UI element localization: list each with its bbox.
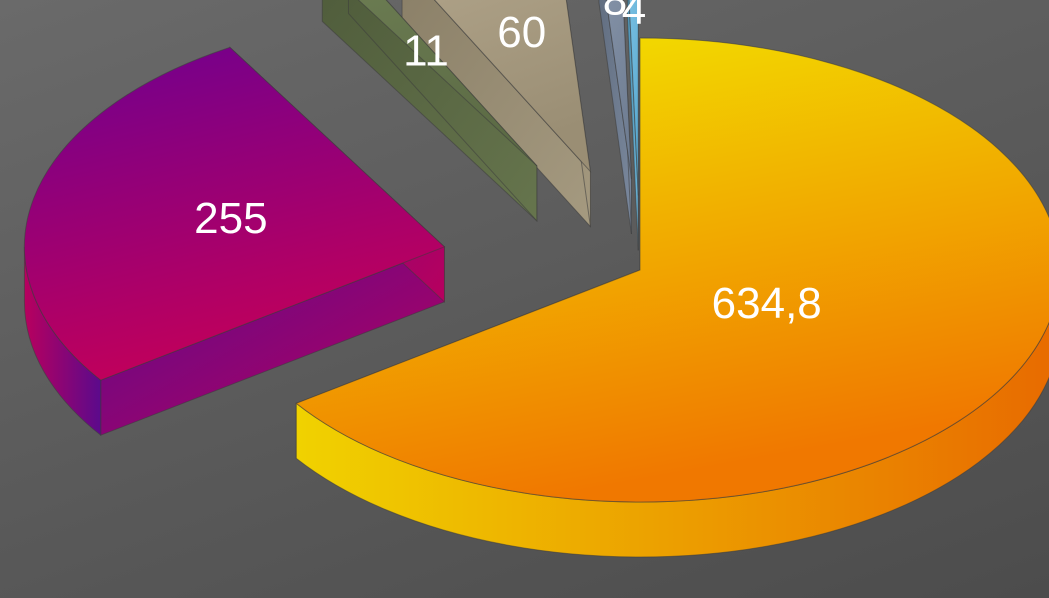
pie-slice-6: [626, 0, 639, 251]
pie-slice-5: [598, 0, 632, 235]
slice-label-5: 8: [603, 0, 627, 25]
slices-layer: [23, 0, 1049, 558]
pie-slice-3: [321, 0, 538, 223]
labels-layer: 634,8 255 11 60 84: [194, 0, 822, 328]
pie-slice-2: [23, 46, 446, 437]
slice-label-3: 11: [403, 26, 449, 75]
slice-label-6: 4: [622, 0, 646, 34]
pie-slice-1: [295, 37, 1049, 558]
slice-label-4: 60: [497, 8, 546, 57]
slice-label-1: 634,8: [712, 279, 822, 328]
pie-slice-4: [401, 0, 592, 228]
slice-label-2: 255: [194, 194, 267, 243]
